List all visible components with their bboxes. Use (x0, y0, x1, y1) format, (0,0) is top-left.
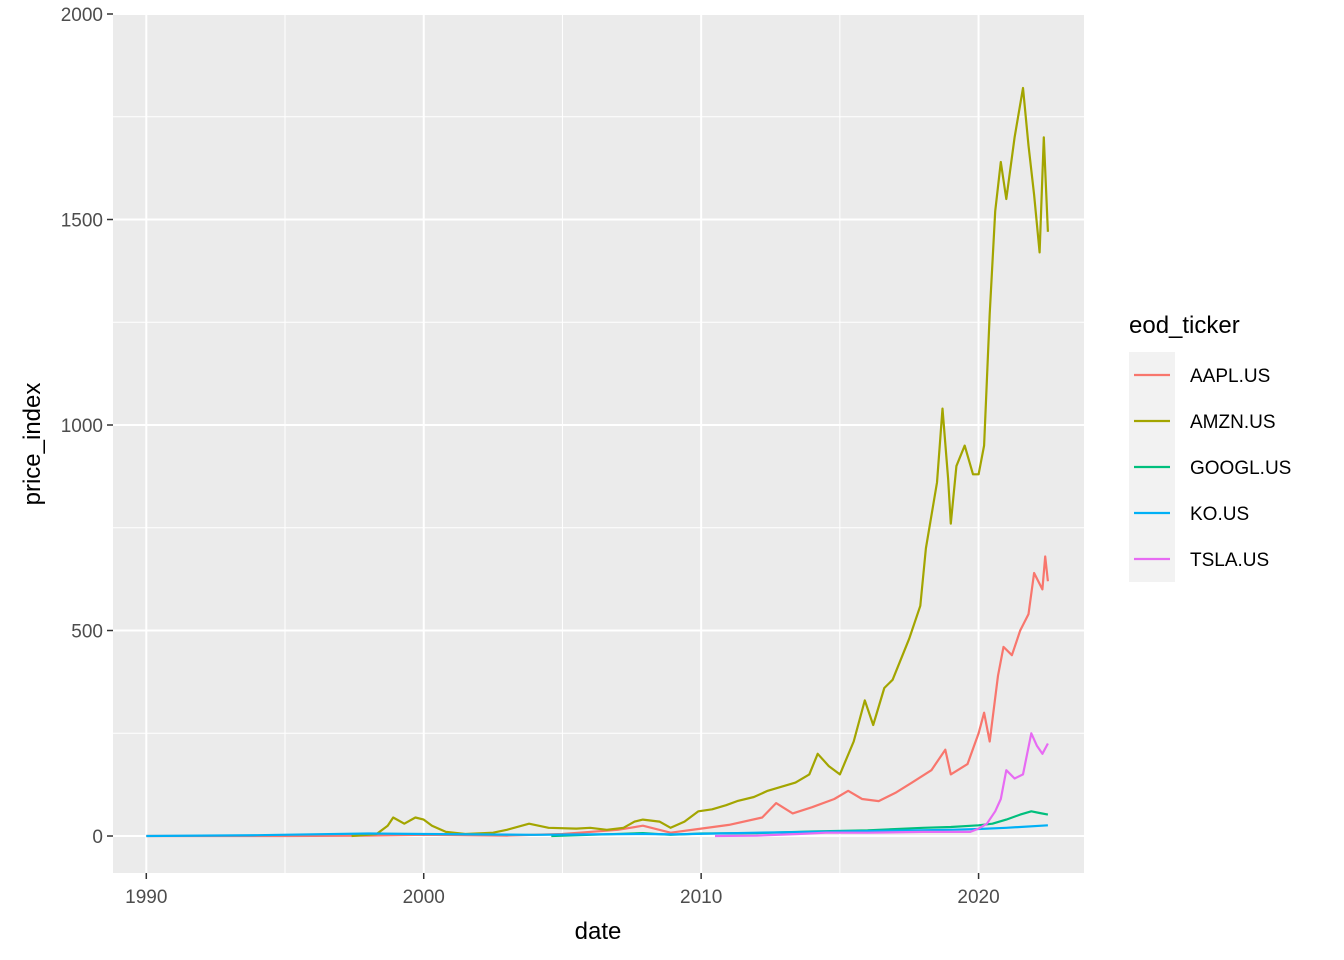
x-tick-label: 2010 (680, 887, 722, 908)
x-tick-label: 2000 (403, 887, 445, 908)
legend: eod_ticker AAPL.US AMZN.US GOOGL.US KO.US TS… (1129, 312, 1291, 582)
series-line-amzn-us (351, 86, 1049, 838)
axes: 1990 2000 2010 2020 0 500 1000 1500 2000 (61, 5, 1000, 908)
series-lines (146, 86, 1049, 838)
minor-gridlines (113, 14, 1084, 873)
legend-label: GOOGL.US (1190, 458, 1291, 479)
y-tick-label: 1500 (61, 211, 103, 232)
legend-label: AMZN.US (1190, 412, 1276, 433)
series-line-ko-us (146, 824, 1048, 838)
y-tick-label: 2000 (61, 5, 103, 26)
legend-label: TSLA.US (1190, 550, 1269, 571)
series-line-tsla-us (714, 732, 1049, 838)
series-line-aapl-us (146, 555, 1049, 838)
x-axis-title: date (575, 918, 622, 945)
x-tick-label: 2020 (957, 887, 999, 908)
legend-label: AAPL.US (1190, 366, 1270, 387)
y-axis-title: price_index (19, 383, 46, 506)
panel-background (113, 14, 1084, 873)
y-tick-label: 500 (71, 622, 103, 643)
legend-keys: AAPL.US AMZN.US GOOGL.US KO.US TSLA.US (1129, 352, 1291, 582)
legend-label: KO.US (1190, 504, 1249, 525)
legend-title: eod_ticker (1129, 312, 1240, 339)
x-tick-label: 1990 (125, 887, 167, 908)
y-tick-label: 1000 (61, 416, 103, 437)
y-tick-label: 0 (92, 827, 103, 848)
